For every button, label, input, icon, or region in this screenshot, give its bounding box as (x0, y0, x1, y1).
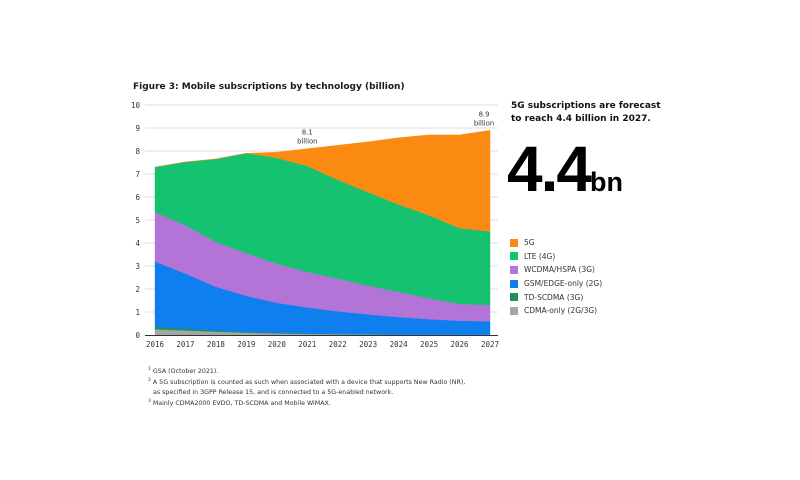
annotation-label: billion (474, 119, 494, 127)
legend-swatch (510, 279, 518, 288)
y-tick-label: 1 (135, 308, 140, 317)
callout-line-2: to reach 4.4 billion in 2027. (511, 114, 651, 124)
legend-item: CDMA-only (2G/3G) (510, 304, 602, 318)
footnote-mark: 1 (148, 367, 151, 372)
x-tick-label: 2027 (481, 340, 499, 349)
x-tick-label: 2024 (390, 340, 409, 349)
footnotes: 1 GSA (October 2021). 2 A 5G subscription i… (148, 365, 465, 408)
chart-title: Figure 3: Mobile subscriptions by techno… (133, 82, 405, 92)
y-tick-label: 9 (135, 124, 140, 133)
legend-item: LTE (4G) (510, 250, 602, 264)
big-number-value: 4.4 (507, 133, 592, 205)
y-tick-label: 10 (131, 101, 141, 110)
legend-label: CDMA-only (2G/3G) (524, 306, 598, 316)
footnote: 1 GSA (October 2021). (148, 365, 465, 376)
footnote: as specified in 3GPP Release 15, and is … (148, 388, 465, 397)
x-tick-label: 2021 (298, 340, 316, 349)
big-number-unit: bn (589, 167, 623, 197)
legend-swatch (510, 252, 518, 261)
footnote-mark: 2 (148, 378, 151, 384)
legend-label: TD-SCDMA (3G) (524, 292, 584, 302)
annotation-label: 8.1 (302, 129, 313, 137)
axes: 0 1 2 3 4 5 6 7 8 9 10 2016 2017 2018 2019 2020 2021 2022… (131, 101, 499, 349)
x-tick-label: 2017 (176, 340, 194, 349)
x-tick-label: 2020 (268, 340, 287, 349)
x-tick-label: 2025 (420, 340, 438, 349)
legend-label: GSM/EDGE-only (2G) (524, 279, 603, 289)
legend-swatch (510, 306, 518, 315)
legend-label: 5G (524, 238, 535, 248)
area-5g (154, 130, 491, 232)
footnote-text: A 5G subscription is counted as such whe… (152, 379, 466, 387)
legend-item: TD-SCDMA (3G) (510, 290, 602, 304)
x-tick-label: 2019 (237, 340, 255, 349)
footnote-text: as specified in 3GPP Release 15, and is … (153, 388, 394, 396)
x-tick-label: 2016 (146, 340, 165, 349)
annotation-label: billion (297, 138, 317, 146)
annotation-label: 8.9 (479, 110, 490, 118)
footnote-mark: 3 (148, 398, 151, 404)
y-tick-label: 6 (135, 193, 140, 202)
footnote: 3 Mainly CDMA2000 EVDO, TD-SCDMA and Mobi… (148, 397, 465, 408)
big-number: 4.4bn (507, 137, 623, 201)
x-tick-label: 2026 (451, 340, 470, 349)
legend-swatch (510, 265, 518, 274)
legend-item: WCDMA/HSPA (3G) (510, 263, 602, 277)
y-tick-label: 5 (135, 216, 140, 225)
y-tick-label: 3 (135, 262, 140, 271)
area-layer (154, 130, 491, 336)
legend-label: LTE (4G) (524, 251, 556, 261)
x-tick-label: 2018 (207, 340, 226, 349)
y-tick-label: 8 (135, 147, 140, 156)
x-tick-label: 2022 (329, 340, 347, 349)
legend-item: GSM/EDGE-only (2G) (510, 277, 602, 291)
legend-swatch (510, 293, 518, 302)
callout-line-1: 5G subscriptions are forecast (511, 101, 661, 111)
y-tick-label: 7 (135, 170, 140, 179)
y-tick-label: 2 (135, 285, 140, 294)
callout-text: 5G subscriptions are forecast to reach 4… (511, 100, 671, 126)
y-tick-label: 0 (135, 331, 140, 340)
legend-swatch (510, 238, 518, 247)
legend-label: WCDMA/HSPA (3G) (524, 265, 595, 275)
legend-item: 5G (510, 236, 602, 250)
footnote-text: Mainly CDMA2000 EVDO, TD-SCDMA and Mobil… (152, 399, 331, 407)
y-tick-label: 4 (135, 239, 140, 248)
x-tick-label: 2023 (359, 340, 377, 349)
legend: 5G LTE (4G) WCDMA/HSPA (3G) GSM/EDGE-only (… (510, 236, 602, 318)
footnote-text: GSA (October 2021). (152, 368, 219, 375)
